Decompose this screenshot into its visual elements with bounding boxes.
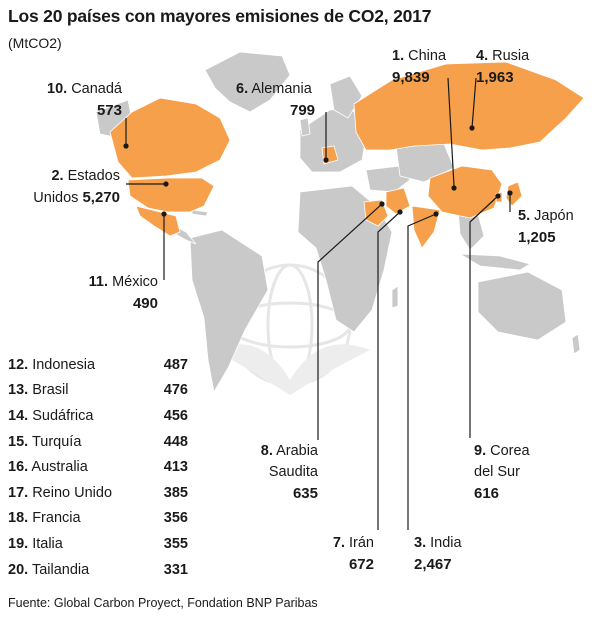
table-row: 20. Tailandia 331 — [8, 561, 188, 578]
label-india: 3. India 2,467 — [414, 535, 462, 573]
table-row: 14. Sudáfrica 456 — [8, 407, 188, 424]
leader-rusia — [471, 77, 477, 129]
label-rusia: 4. Rusia 1,963 — [476, 48, 530, 86]
leader-lines — [125, 77, 511, 530]
label-corea: 9. Corea del Sur 616 — [474, 443, 530, 502]
usa-shape — [127, 177, 215, 213]
table-row: 18. Francia 356 — [8, 510, 188, 527]
label-iran: 7. Irán 672 — [332, 535, 374, 573]
india-shape — [411, 205, 441, 249]
south-america — [189, 229, 269, 394]
table-row: 13. Brasil 476 — [8, 382, 188, 399]
caribbean — [191, 209, 209, 217]
table-row: 15. Turquía 448 — [8, 433, 188, 450]
indonesia — [459, 253, 532, 271]
leader-corea — [469, 195, 499, 438]
uk — [299, 117, 311, 137]
new-zealand — [571, 333, 581, 355]
canada-shape — [109, 97, 231, 179]
leader-india — [407, 213, 437, 530]
leader-arabia — [317, 203, 383, 440]
iran-shape — [385, 187, 411, 215]
unit-label: (MtCO2) — [8, 35, 62, 51]
label-japon: 5. Japón 1,205 — [518, 208, 574, 246]
china-shape — [427, 165, 503, 219]
table-row: 17. Reino Unido 385 — [8, 484, 188, 501]
label-eeuu: 2. Estados Unidos 5,270 — [33, 168, 120, 206]
middle-east — [365, 165, 411, 193]
leader-iran — [377, 211, 401, 530]
label-china: 1. China 9,839 — [392, 48, 447, 86]
land-highlight — [109, 61, 585, 249]
greenland — [204, 51, 291, 113]
table-row: 16. Australia 413 — [8, 459, 188, 476]
label-mexico: 11. México 490 — [88, 274, 158, 312]
leader-china — [447, 77, 455, 187]
table-row: 12. Indonesia 487 — [8, 356, 188, 373]
label-canada: 10. Canadá 573 — [47, 81, 122, 119]
australia — [477, 271, 567, 341]
russia-shape — [353, 61, 585, 151]
madagascar — [391, 285, 399, 309]
land-grey — [95, 51, 581, 394]
source-note: Fuente: Global Carbon Proyect, Fondation… — [8, 596, 318, 610]
label-arabia: 8. Arabia Saudita 635 — [260, 443, 318, 502]
table-row: 19. Italia 355 — [8, 535, 188, 552]
leader-dots — [123, 125, 513, 217]
ranking-table: 12. Indonesia 487 13. Brasil 476 14. Sudáf… — [8, 352, 188, 582]
label-alemania: 6. Alemania 799 — [236, 81, 316, 119]
chart-title: Los 20 países con mayores emisiones de C… — [8, 6, 432, 26]
